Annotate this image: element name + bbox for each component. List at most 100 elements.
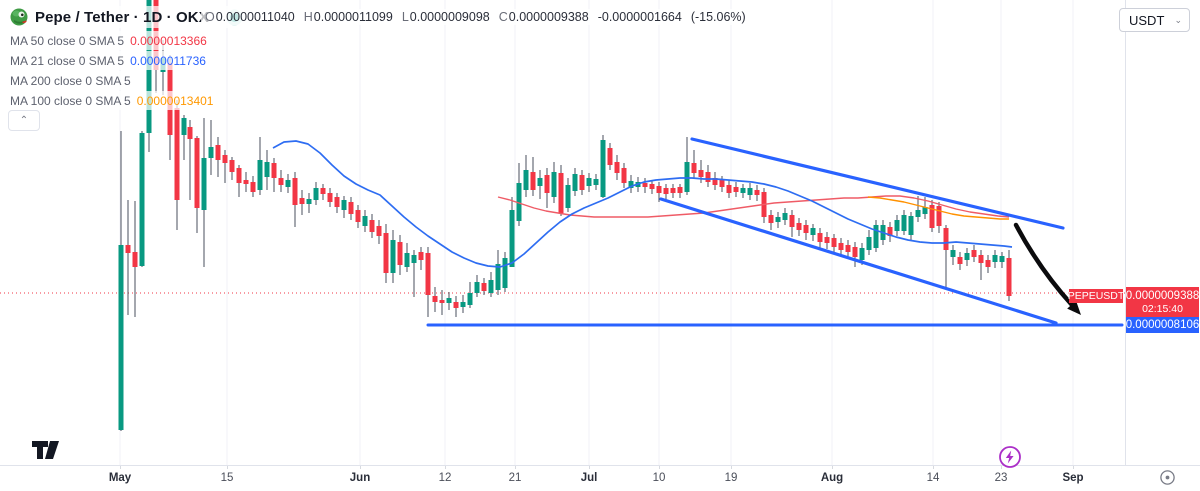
time-tick-mark	[832, 466, 833, 469]
candle-body	[565, 185, 571, 208]
candle-body	[978, 255, 984, 263]
candle-body	[383, 233, 389, 273]
candle-body	[936, 206, 942, 226]
candle-body	[929, 205, 935, 228]
time-tick-label: Aug	[820, 472, 844, 484]
indicator-row-ma50[interactable]: MA 50 close 0 SMA 5 0.0000013366	[8, 31, 212, 50]
candle-body	[607, 148, 613, 165]
candle-body	[551, 172, 557, 197]
time-tick-label: May	[108, 472, 132, 484]
candle-body	[740, 188, 746, 193]
price-chart-svg[interactable]	[0, 0, 1125, 465]
ma50-line	[497, 195, 1010, 218]
candle-body	[201, 158, 207, 210]
bar-countdown: 02:15:40	[1142, 303, 1183, 316]
candle-body	[229, 160, 235, 172]
candle-body	[593, 179, 599, 185]
candle-body	[782, 213, 788, 220]
tradingview-logo-icon[interactable]	[30, 436, 66, 464]
breakdown-arrow[interactable]	[1013, 222, 1081, 315]
candle-body	[768, 215, 774, 223]
candle-body	[355, 210, 361, 222]
candle-body	[831, 238, 837, 247]
ohlc-change: -0.0000001664	[597, 10, 682, 24]
candle-body	[264, 162, 270, 177]
candle-body	[684, 162, 690, 192]
candle-body	[894, 220, 900, 231]
candle-body	[789, 215, 795, 227]
candle-body	[677, 187, 683, 193]
indicator-row-ma100[interactable]: MA 100 close 0 SMA 5 0.0000013401	[8, 91, 219, 110]
candle-body	[376, 226, 382, 236]
event-lightning-icon[interactable]	[998, 445, 1022, 469]
candle-body	[663, 188, 669, 194]
candle-body	[775, 217, 781, 222]
candle-body	[181, 118, 187, 135]
symbol-title[interactable]: Pepe / Tether · 1D · OKX	[35, 8, 209, 26]
candle-body	[418, 252, 424, 260]
time-tick-mark	[933, 466, 934, 469]
time-axis[interactable]: May 15 Jun 12 21 Jul 10 19 Aug 14 23 Sep	[0, 465, 1200, 491]
candle-body	[754, 190, 760, 195]
legend-collapse-button[interactable]: ⌃	[8, 110, 40, 131]
candle-body	[208, 147, 214, 158]
chevron-up-icon: ⌃	[19, 115, 29, 126]
candle-body	[544, 175, 550, 193]
candle-body	[425, 253, 431, 295]
candle-body	[1006, 258, 1012, 296]
candle-body	[474, 282, 480, 293]
channel-lower-trendline[interactable]	[659, 197, 1058, 325]
candle-body	[656, 186, 662, 193]
currency-dropdown[interactable]: USDT ⌄	[1119, 8, 1190, 32]
candle-body	[132, 252, 138, 267]
candle-body	[509, 210, 515, 267]
candle-body	[460, 302, 466, 307]
candle-body	[125, 245, 131, 253]
indicator-value: 0.0000011736	[130, 53, 206, 68]
channel-upper-trendline[interactable]	[690, 137, 1065, 230]
indicator-row-ma21[interactable]: MA 21 close 0 SMA 5 0.0000011736	[8, 51, 211, 70]
candle-body	[390, 240, 396, 273]
indicator-label: MA 200 close 0 SMA 5	[10, 73, 131, 88]
candle-body	[334, 197, 340, 207]
time-tick-mark	[659, 466, 660, 469]
indicator-label: MA 100 close 0 SMA 5	[10, 93, 131, 108]
candle-body	[362, 216, 368, 226]
candle-body	[495, 264, 501, 290]
candle-body	[439, 300, 445, 303]
candle-body	[852, 247, 858, 257]
candle-body	[992, 255, 998, 262]
price-axis[interactable]	[1125, 0, 1200, 465]
timezone-target-icon[interactable]	[1159, 469, 1176, 486]
candle-body	[215, 145, 221, 160]
candle-body	[873, 225, 879, 248]
candle-body	[845, 245, 851, 252]
candle-body	[572, 174, 578, 191]
ma100-line	[867, 196, 1009, 220]
candle-body	[285, 180, 291, 187]
time-tick-mark	[360, 466, 361, 469]
candle-body	[985, 260, 991, 267]
candle-body	[250, 182, 256, 192]
ohlc-close: C 0.0000009388	[498, 10, 589, 24]
candle-body	[243, 180, 249, 184]
time-tick-label: 10	[652, 472, 666, 484]
candle-body	[943, 228, 949, 250]
candle-body	[705, 172, 711, 182]
candle-body	[838, 243, 844, 250]
candle-body	[908, 216, 914, 235]
currency-label: USDT	[1129, 12, 1165, 28]
chart-canvas[interactable]	[0, 0, 1125, 465]
ohlc-low: L 0.0000009098	[401, 10, 490, 24]
candle-body	[502, 258, 508, 288]
candle-body	[313, 188, 319, 200]
indicator-label: MA 50 close 0 SMA 5	[10, 33, 125, 48]
candlestick-series	[118, 0, 1012, 431]
candle-body	[537, 178, 543, 186]
time-tick-label: 19	[724, 472, 738, 484]
indicator-row-ma200[interactable]: MA 200 close 0 SMA 5	[8, 71, 142, 90]
candle-body	[726, 185, 732, 193]
time-tick-mark	[515, 466, 516, 469]
candle-body	[278, 178, 284, 185]
candle-body	[642, 183, 648, 187]
